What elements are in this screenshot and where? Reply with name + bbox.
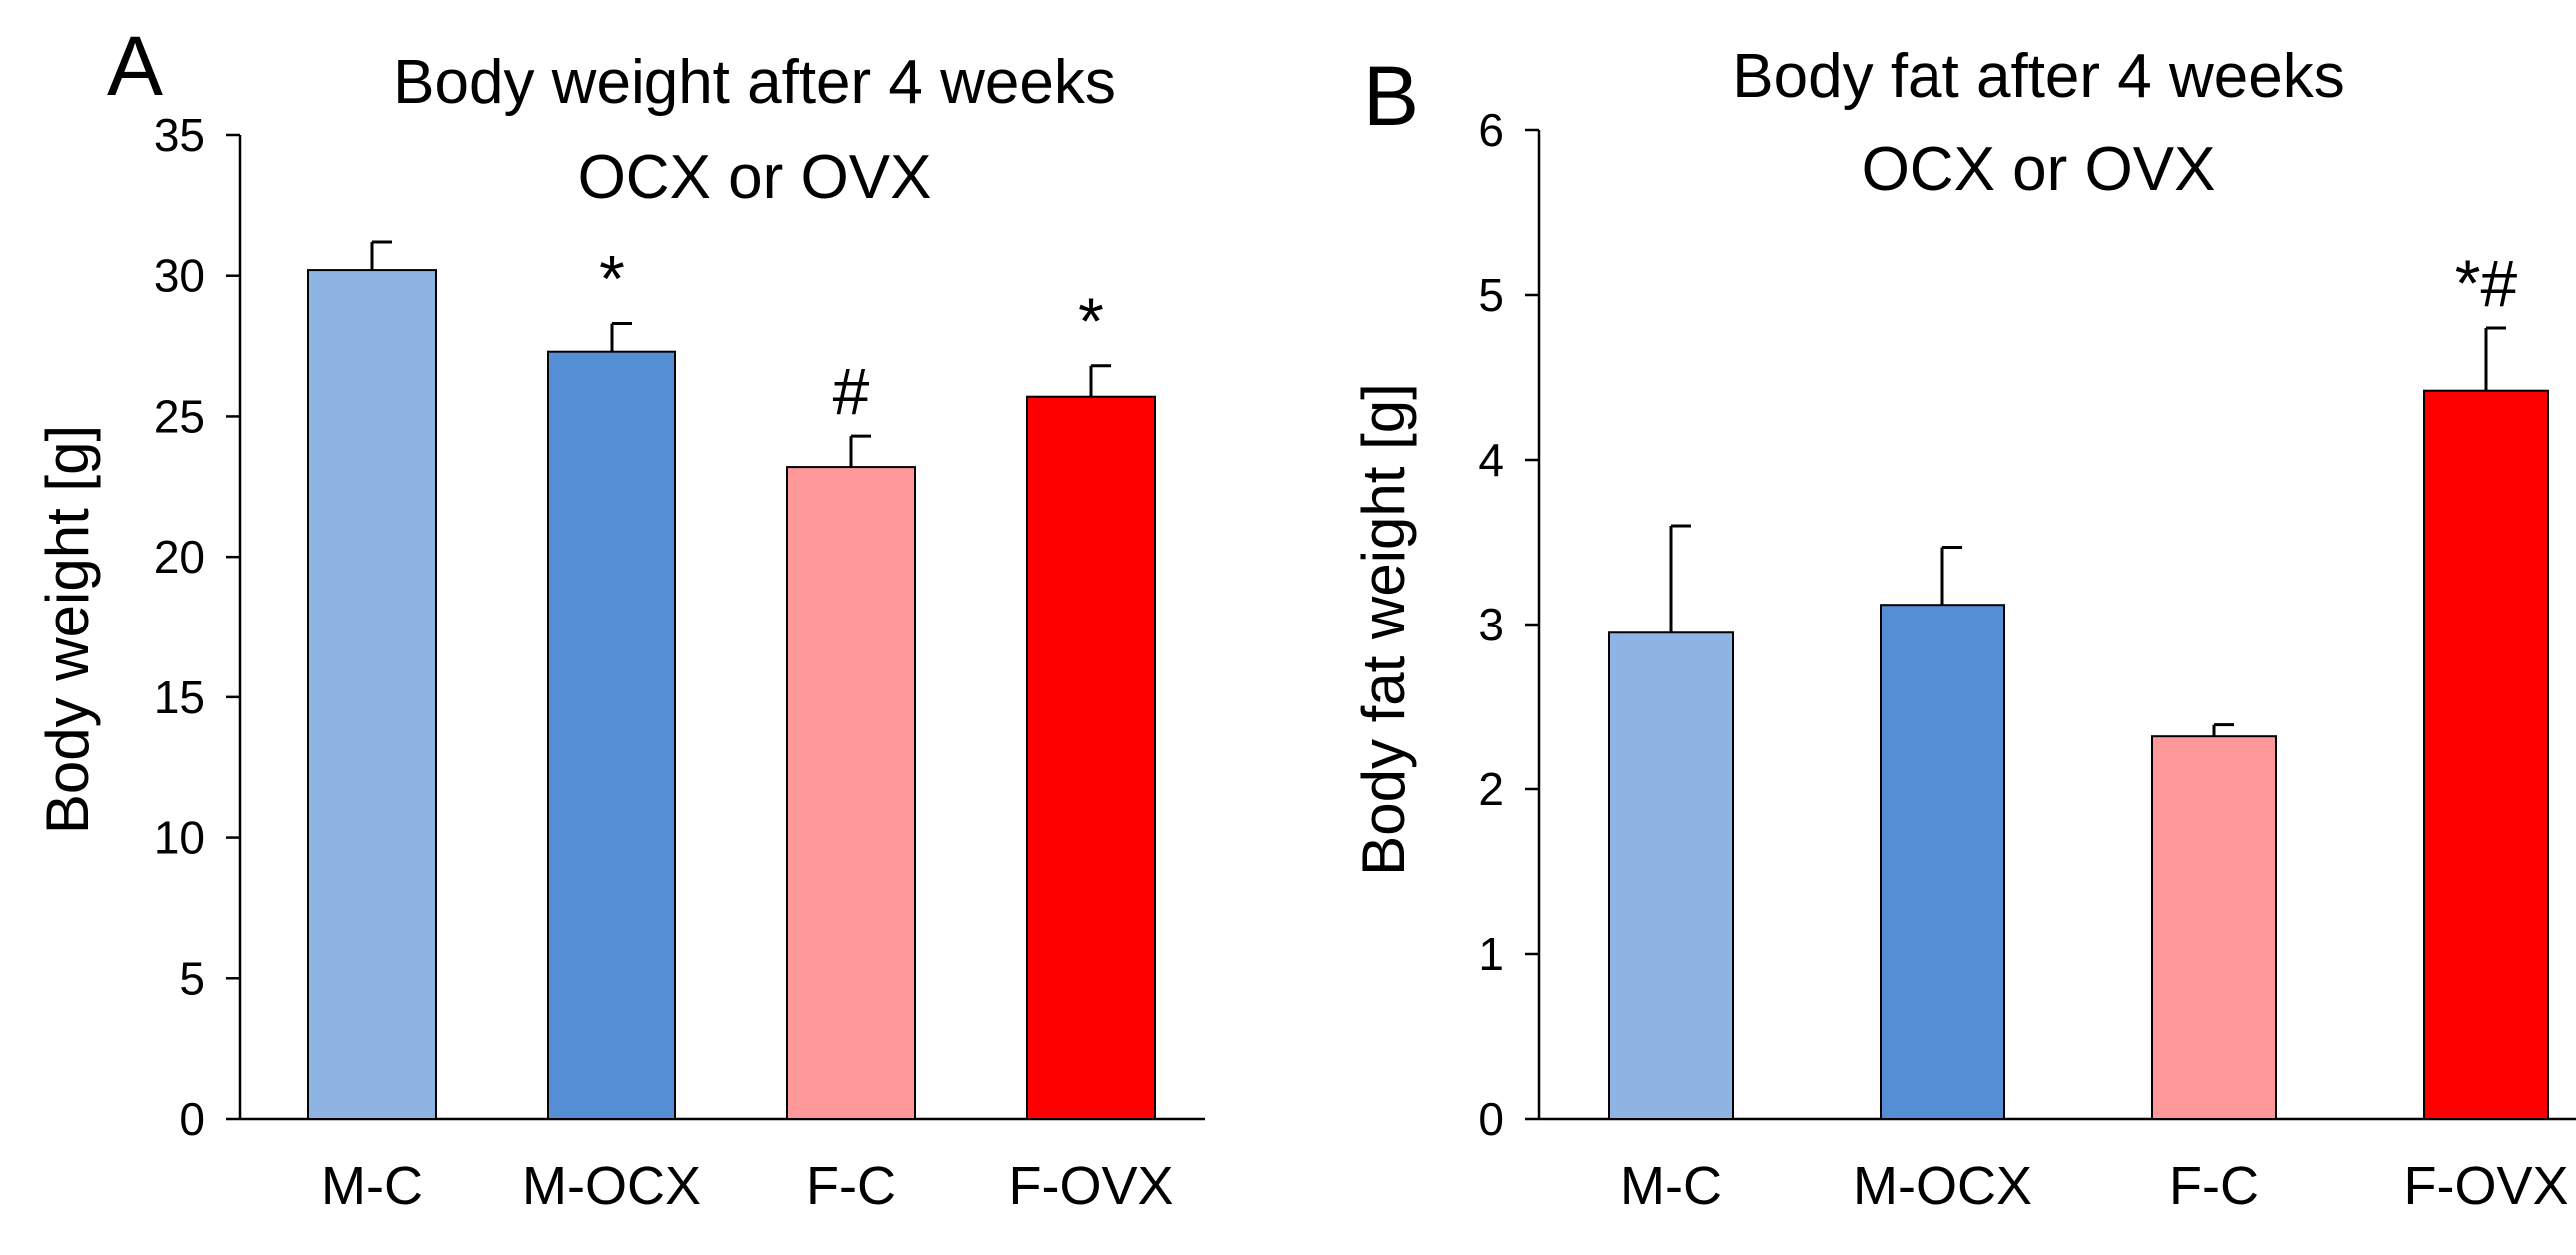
y-tick-label: 5 bbox=[179, 952, 205, 1004]
y-tick-label: 0 bbox=[1478, 1093, 1504, 1145]
significance-marker: *# bbox=[2455, 246, 2518, 320]
chart-title-line: OCX or OVX bbox=[578, 143, 932, 212]
y-tick-label: 10 bbox=[154, 812, 205, 864]
bar-f-c bbox=[786, 466, 916, 1121]
bar-m-c bbox=[1608, 631, 1734, 1120]
bar-m-ocx bbox=[1880, 604, 2005, 1120]
chart-panel-a: A Body weight after 4 weeks OCX or OVX Body… bbox=[34, 19, 1205, 1216]
y-tick-label: 3 bbox=[1478, 599, 1504, 650]
y-tick-label: 30 bbox=[154, 250, 205, 302]
chart-title-line: OCX or OVX bbox=[1862, 135, 2216, 204]
y-axis-label: Body weight [g] bbox=[34, 425, 101, 834]
chart-title-line: Body weight after 4 weeks bbox=[393, 48, 1116, 117]
chart-title-line: Body fat after 4 weeks bbox=[1732, 42, 2344, 111]
significance-marker: * bbox=[1078, 284, 1104, 358]
y-tick-label: 35 bbox=[154, 109, 205, 161]
x-tick-label: M-C bbox=[321, 1156, 423, 1216]
x-tick-label: M-OCX bbox=[522, 1156, 701, 1216]
y-tick-label: 0 bbox=[179, 1093, 205, 1145]
panel-label: B bbox=[1363, 49, 1419, 143]
y-tick-label: 2 bbox=[1478, 763, 1504, 815]
significance-marker: # bbox=[833, 354, 870, 428]
significance-marker: * bbox=[599, 242, 625, 316]
bar-m-ocx bbox=[547, 350, 676, 1120]
x-tick-label: M-OCX bbox=[1853, 1156, 2032, 1216]
y-tick-label: 6 bbox=[1478, 104, 1504, 156]
y-tick-label: 20 bbox=[154, 531, 205, 583]
x-tick-label: F-C bbox=[806, 1156, 896, 1216]
y-tick-label: 5 bbox=[1478, 269, 1504, 321]
panel-label: A bbox=[107, 19, 163, 113]
bar-m-c bbox=[307, 269, 437, 1121]
y-tick-label: 15 bbox=[154, 671, 205, 723]
bar-f-ovx bbox=[2423, 389, 2549, 1120]
y-tick-label: 1 bbox=[1478, 928, 1504, 980]
bar-f-ovx bbox=[1026, 395, 1156, 1120]
y-tick-label: 25 bbox=[154, 390, 205, 442]
x-tick-label: M-C bbox=[1620, 1156, 1722, 1216]
y-axis-label: Body fat weight [g] bbox=[1350, 383, 1417, 876]
x-tick-label: F-OVX bbox=[2403, 1156, 2568, 1216]
x-tick-label: F-C bbox=[2169, 1156, 2259, 1216]
x-tick-label: F-OVX bbox=[1008, 1156, 1173, 1216]
chart-panel-b: B Body fat after 4 weeks OCX or OVX Body fa… bbox=[1350, 42, 2576, 1216]
bar-f-c bbox=[2151, 735, 2277, 1120]
y-tick-label: 4 bbox=[1478, 434, 1504, 486]
